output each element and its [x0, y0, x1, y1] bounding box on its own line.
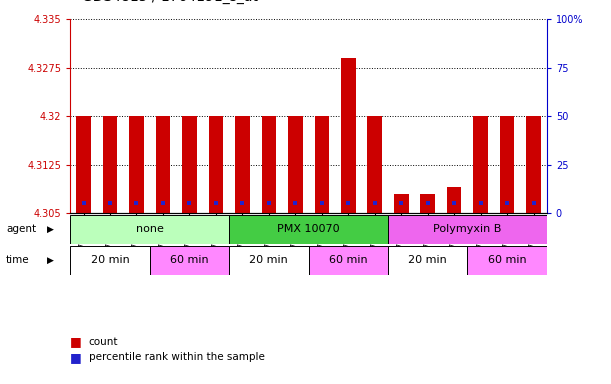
Text: ▶: ▶	[47, 225, 54, 234]
Bar	[262, 116, 276, 213]
Bar	[315, 116, 329, 213]
Text: none: none	[136, 224, 164, 235]
Text: 20 min: 20 min	[408, 255, 447, 265]
Bar	[103, 116, 117, 213]
Text: count: count	[89, 337, 118, 347]
Text: GDS4815 / 1764191_s_at: GDS4815 / 1764191_s_at	[82, 0, 258, 4]
Bar	[341, 58, 356, 213]
Text: ■: ■	[70, 351, 82, 364]
Text: time: time	[6, 255, 30, 265]
Bar	[150, 246, 229, 275]
Bar	[500, 116, 514, 213]
Bar	[208, 116, 223, 213]
Text: agent: agent	[6, 224, 36, 235]
Bar	[388, 246, 467, 275]
Bar	[394, 194, 409, 213]
Bar	[182, 116, 197, 213]
Text: percentile rank within the sample: percentile rank within the sample	[89, 352, 265, 362]
Bar	[474, 116, 488, 213]
Bar	[70, 215, 229, 244]
Bar	[76, 116, 91, 213]
Text: Polymyxin B: Polymyxin B	[433, 224, 502, 235]
Bar	[235, 116, 250, 213]
Text: 20 min: 20 min	[249, 255, 288, 265]
Text: 60 min: 60 min	[329, 255, 368, 265]
Bar	[526, 116, 541, 213]
Bar	[70, 246, 150, 275]
Text: PMX 10070: PMX 10070	[277, 224, 340, 235]
Bar	[229, 215, 388, 244]
Bar	[309, 246, 388, 275]
Bar	[129, 116, 144, 213]
Bar	[467, 246, 547, 275]
Bar	[288, 116, 302, 213]
Text: 20 min: 20 min	[90, 255, 130, 265]
Text: 60 min: 60 min	[170, 255, 209, 265]
Bar	[447, 187, 461, 213]
Text: ■: ■	[70, 335, 82, 348]
Text: ▶: ▶	[47, 256, 54, 265]
Bar	[367, 116, 382, 213]
Text: 60 min: 60 min	[488, 255, 527, 265]
Bar	[156, 116, 170, 213]
Bar	[229, 246, 309, 275]
Bar	[388, 215, 547, 244]
Bar	[420, 194, 435, 213]
